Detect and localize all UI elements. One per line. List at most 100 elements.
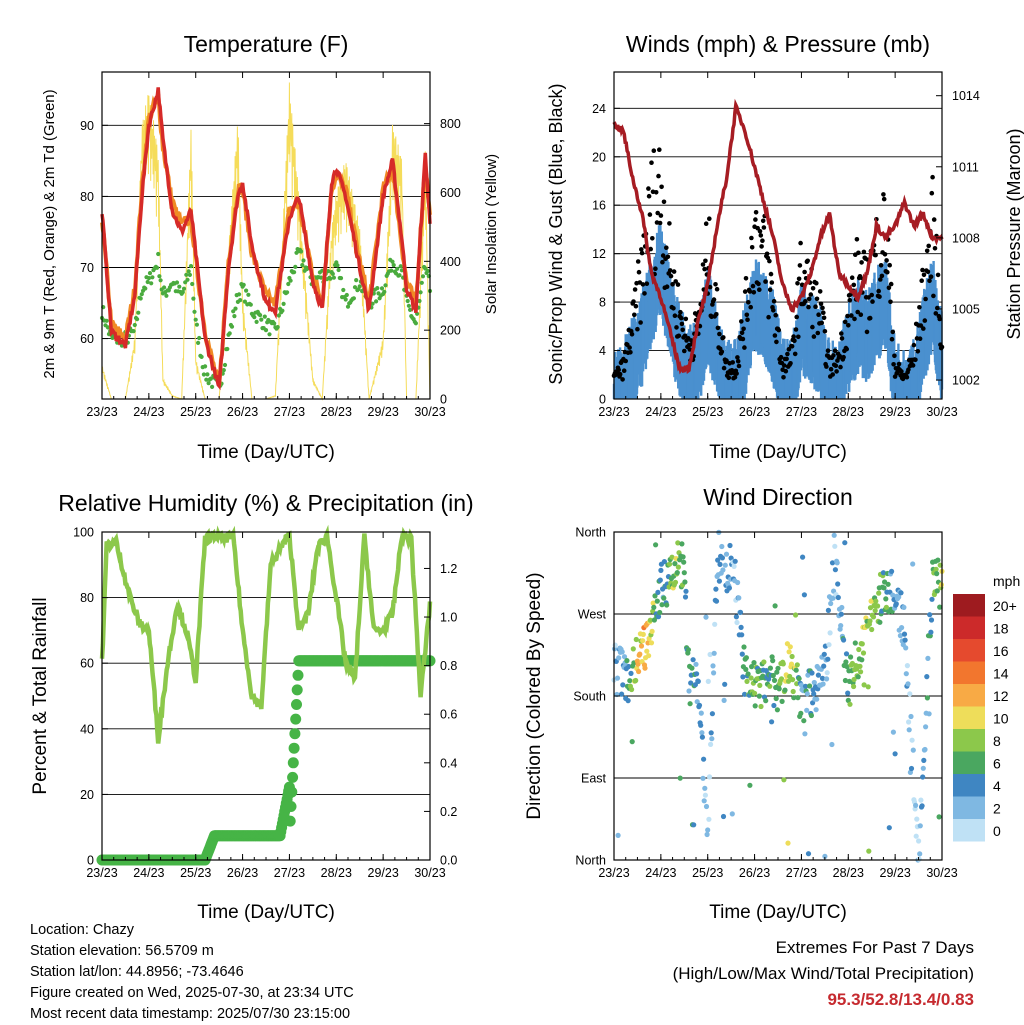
humidity-panel: Relative Humidity (%) & Precipitation (i… [30, 490, 474, 923]
direction-point [880, 570, 887, 576]
gust-point [806, 296, 812, 302]
direction-point [802, 683, 809, 689]
gust-point [833, 363, 839, 369]
legend-swatch [953, 594, 985, 617]
winds-xtick-label: 27/23 [786, 405, 817, 419]
gust-point [861, 249, 867, 255]
gust-point [748, 304, 753, 310]
legend-label: 18 [993, 621, 1009, 637]
gust-point [680, 327, 685, 333]
gust-point [758, 233, 764, 238]
direction-point [839, 604, 845, 611]
temperature-xtick-label: 25/23 [180, 405, 211, 419]
dewpoint-point [210, 384, 215, 389]
direction-point [787, 644, 793, 650]
dewpoint-point [246, 292, 251, 297]
dewpoint-point [397, 273, 402, 278]
gust-point [617, 371, 623, 377]
winds-xtick-label: 29/23 [880, 405, 911, 419]
dewpoint-point [147, 271, 153, 276]
direction-point [689, 665, 695, 671]
legend-label: 4 [993, 778, 1001, 794]
direction-point [883, 604, 890, 610]
gust-point [632, 312, 637, 318]
gust-point [849, 275, 855, 281]
direction-point [825, 656, 831, 662]
temperature-ylabel-right: Solar Insolation (Yellow) [483, 154, 500, 314]
temperature-ytick-label: 90 [80, 119, 94, 133]
direction-point [794, 662, 800, 668]
gust-point [828, 366, 834, 372]
gust-point [776, 327, 782, 333]
gust-point [742, 345, 747, 350]
direction-point [722, 681, 728, 687]
dewpoint-point [205, 372, 210, 377]
legend-swatch [953, 706, 985, 729]
direction-point [791, 695, 797, 701]
humidity-xtick-label: 25/23 [180, 866, 211, 880]
humidity-xlabel: Time (Day/UTC) [197, 902, 335, 923]
gust-point [845, 313, 850, 319]
dewpoint-point [425, 268, 430, 274]
direction-point [719, 555, 726, 561]
direction-point [847, 701, 853, 707]
direction-ylabel-left: Direction (Colored By Speed) [524, 572, 545, 819]
direction-point [834, 560, 840, 566]
direction-point [698, 722, 704, 728]
direction-point [786, 649, 792, 655]
direction-point [842, 540, 848, 546]
direction-point [633, 677, 639, 684]
gust-point [638, 320, 643, 325]
dewpoint-point [232, 314, 237, 319]
direction-point [616, 655, 622, 661]
dewpoint-point [222, 362, 228, 368]
gust-point [816, 312, 821, 318]
gust-point [825, 348, 831, 354]
gust-point [817, 289, 823, 294]
dewpoint-point [301, 258, 306, 263]
gust-point [745, 317, 750, 323]
gust-point [869, 292, 874, 298]
rainfall-point [288, 742, 300, 754]
dewpoint-point [391, 263, 396, 268]
direction-point [744, 678, 750, 685]
gust-point [639, 250, 645, 256]
gust-point [791, 334, 796, 339]
direction-point [761, 659, 767, 665]
direction-point [844, 664, 850, 670]
temperature-panel: Temperature (F) Time (Day/UTC) 2m & 9m T… [41, 31, 500, 463]
direction-point [927, 612, 933, 618]
winds-y2tick-label: 1014 [952, 89, 980, 103]
direction-point [859, 641, 865, 647]
gust-point [657, 220, 663, 226]
gust-point [821, 315, 827, 321]
direction-point [727, 542, 733, 549]
direction-point [710, 663, 716, 669]
direction-point [713, 586, 719, 592]
direction-point [735, 579, 741, 586]
gust-point [810, 324, 815, 330]
gust-point [636, 269, 642, 275]
dewpoint-point [241, 282, 246, 287]
direction-point [690, 657, 696, 663]
gust-point [661, 199, 667, 205]
dewpoint-point [201, 372, 206, 377]
winds-y2tick-label: 1008 [952, 231, 980, 245]
gust-point [715, 325, 721, 331]
temperature-y2tick-label: 800 [440, 117, 461, 131]
dewpoint-point [225, 346, 230, 352]
temperature-xtick-label: 24/23 [133, 405, 164, 419]
winds-ytick-label: 24 [592, 102, 606, 116]
gust-point [859, 260, 864, 265]
gust-point [892, 353, 897, 359]
legend-swatch [953, 729, 985, 752]
direction-point [625, 698, 631, 704]
gust-point [707, 284, 713, 290]
legend-swatch [953, 661, 985, 684]
direction-point [842, 677, 849, 684]
gust-point [657, 147, 662, 152]
gust-point [796, 276, 802, 282]
gust-point [891, 362, 896, 367]
direction-panel: Wind Direction Time (Day/UTC) Direction … [524, 484, 1020, 923]
